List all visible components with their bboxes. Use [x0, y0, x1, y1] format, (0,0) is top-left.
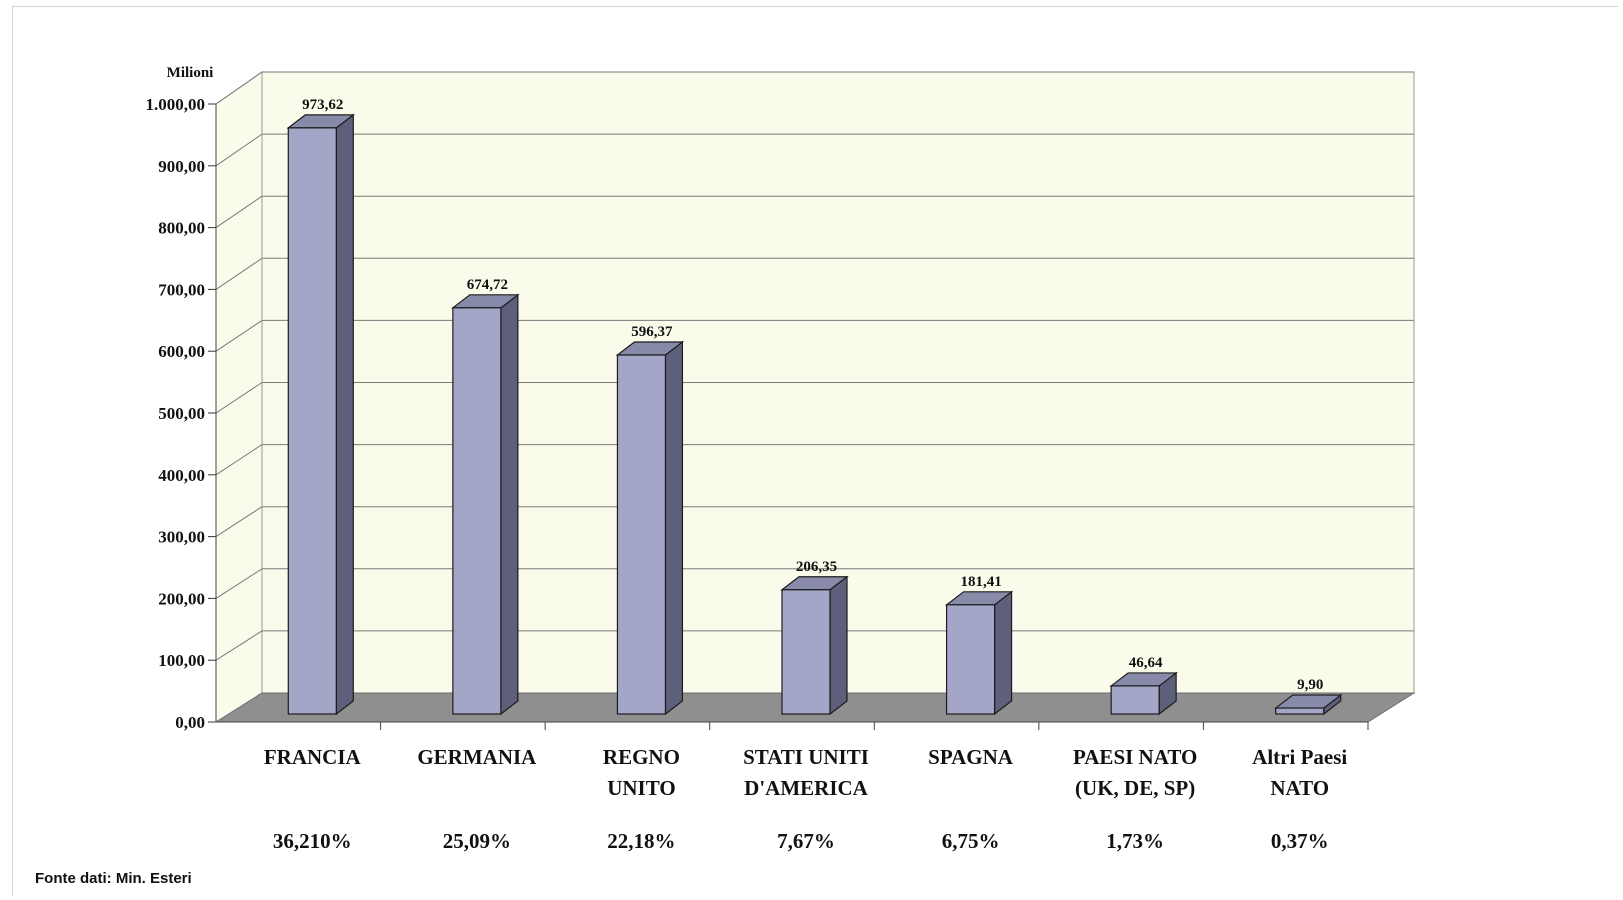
x-tick-label: D'AMERICA [744, 776, 868, 800]
x-tick-label: Altri Paesi [1252, 745, 1347, 769]
gridline-side [215, 133, 263, 167]
gridline-side [215, 444, 263, 476]
gridline-side [215, 195, 263, 229]
y-tick-label: 500,00 [158, 404, 205, 423]
bar [1275, 707, 1325, 715]
bar-side [664, 340, 684, 716]
y-tick-label: 200,00 [158, 589, 205, 608]
y-tick-label: 700,00 [158, 280, 205, 299]
gridline-side [215, 257, 263, 290]
y-tick-label: 600,00 [158, 342, 205, 361]
y-tick-label: 0,00 [175, 713, 205, 732]
x-tick-label: PAESI NATO [1073, 745, 1197, 769]
y-tick-label: 800,00 [158, 219, 205, 238]
y-tick-label: 900,00 [158, 157, 205, 176]
bar-side [829, 575, 848, 716]
gridline-side [215, 71, 263, 105]
bar-side [500, 293, 519, 716]
gridline-side [215, 319, 263, 352]
y-tick-label: 300,00 [158, 528, 205, 547]
percentage-label: 25,09% [443, 829, 511, 853]
bar [945, 604, 996, 715]
bar [287, 127, 337, 715]
bar [781, 589, 831, 715]
source-note: Fonte dati: Min. Esteri [35, 870, 192, 887]
x-tick-label: GERMANIA [417, 745, 537, 769]
percentage-label: 0,37% [1271, 829, 1329, 853]
y-tick-label: 1.000,00 [146, 95, 206, 114]
y-tick-label: 400,00 [158, 466, 205, 485]
bar-value-label: 181,41 [960, 574, 1001, 590]
bar-value-label: 206,35 [796, 559, 837, 575]
bar-side [335, 113, 354, 716]
y-axis-label: Milioni [167, 65, 214, 81]
bar-value-label: 46,64 [1129, 655, 1163, 671]
x-tick-label: SPAGNA [928, 745, 1014, 769]
gridline-side [215, 382, 263, 414]
bar [616, 354, 667, 715]
x-tick-label: (UK, DE, SP) [1075, 776, 1195, 800]
y-tick-label: 100,00 [158, 651, 205, 670]
x-tick-label: NATO [1270, 776, 1329, 800]
gridline-side [215, 568, 263, 599]
percentage-label: 1,73% [1106, 829, 1164, 853]
chart-frame [12, 6, 1618, 896]
percentage-label: 7,67% [777, 829, 835, 853]
bar-value-label: 973,62 [302, 97, 343, 113]
bar-value-label: 674,72 [467, 277, 508, 293]
x-tick-label: REGNO [603, 745, 680, 769]
gridline-side [215, 630, 263, 661]
percentage-label: 6,75% [942, 829, 1000, 853]
percentage-label: 36,210% [273, 829, 352, 853]
x-tick-label: UNITO [607, 776, 675, 800]
gridline-side [215, 506, 263, 538]
bar-value-label: 9,90 [1297, 677, 1323, 693]
bar-value-label: 596,37 [631, 324, 673, 340]
percentage-label: 22,18% [607, 829, 675, 853]
plot-side-wall [215, 71, 263, 723]
x-tick-label: STATI UNITI [743, 745, 869, 769]
bar [452, 307, 502, 715]
bar [1110, 685, 1160, 715]
bar-side [993, 590, 1013, 716]
x-tick-label: FRANCIA [264, 745, 362, 769]
